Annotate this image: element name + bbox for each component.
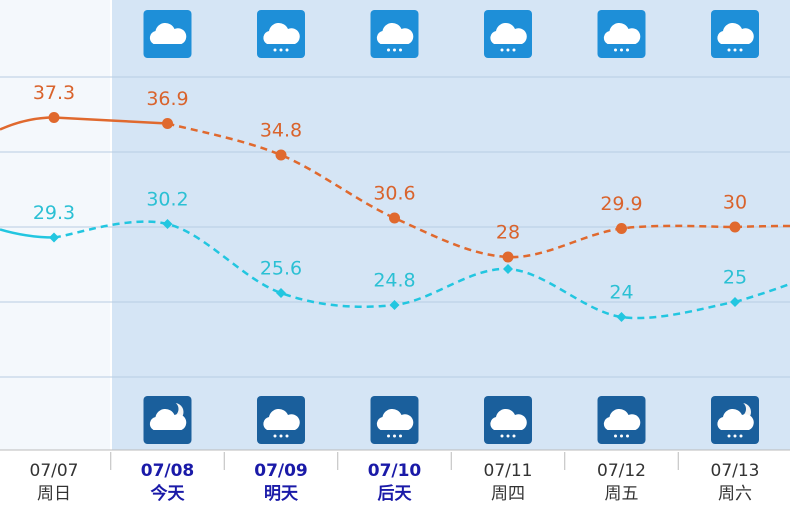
date-label: 07/13: [711, 461, 760, 481]
rain-drop: [733, 434, 737, 438]
low-point: [730, 297, 740, 307]
rain-drop: [500, 48, 504, 52]
date-label: 07/11: [484, 461, 533, 481]
rain-drop: [279, 434, 283, 438]
rain-drop: [285, 434, 289, 438]
date-label: 07/08: [141, 461, 195, 481]
dashed-line: [167, 122, 736, 259]
day-label: 明天: [264, 484, 299, 504]
rain-drop: [273, 434, 277, 438]
rain-drop: [393, 48, 396, 52]
date-label: 07/12: [597, 461, 646, 481]
lead-out: [734, 282, 790, 304]
cloud: [717, 22, 754, 44]
value-label: 36.9: [146, 88, 188, 110]
day-label: 周四: [491, 484, 525, 504]
rain-drop: [512, 48, 516, 52]
rain-drop: [399, 434, 402, 438]
low-point: [276, 288, 286, 298]
rain-drop: [620, 434, 623, 438]
cloud: [490, 22, 527, 44]
high-point: [48, 112, 60, 123]
rain-drop: [393, 434, 396, 438]
cloud: [263, 22, 300, 44]
value-label: 30.6: [373, 183, 415, 205]
rain-drop: [506, 434, 510, 438]
rain-drop: [626, 434, 629, 438]
low-point: [503, 264, 513, 274]
rain-drop: [506, 48, 510, 52]
rain-drop: [614, 48, 617, 52]
cloud: [376, 408, 414, 430]
value-label: 29.9: [600, 193, 642, 215]
cloud: [717, 408, 754, 430]
rain-drop: [626, 48, 629, 52]
day-label: 周六: [718, 484, 752, 504]
rain-drop: [727, 48, 731, 52]
high-point: [275, 149, 287, 161]
rain-drop: [620, 48, 623, 52]
low-point: [389, 300, 400, 310]
rain-drop: [500, 434, 504, 438]
high-point: [729, 221, 741, 233]
rain-drop: [285, 48, 289, 52]
day-label: 今天: [151, 483, 186, 504]
date-label: 07/07: [30, 461, 79, 481]
high-point: [162, 118, 173, 129]
value-label: 37.3: [33, 82, 75, 104]
cloud: [149, 408, 187, 430]
value-label: 30: [723, 192, 747, 214]
rain-drop: [387, 48, 390, 52]
rain-drop: [387, 434, 390, 438]
cloud: [149, 22, 187, 44]
value-label: 28: [496, 222, 520, 244]
cloud: [376, 22, 414, 44]
rain-drop: [614, 434, 617, 438]
low-point: [49, 232, 59, 243]
day-label: 后天: [378, 484, 413, 504]
high-point: [502, 251, 514, 263]
date-label: 07/10: [368, 461, 422, 481]
rain-drop: [739, 434, 743, 438]
rain-drop: [733, 48, 737, 52]
value-label: 34.8: [260, 120, 302, 142]
value-label: 25.6: [260, 258, 302, 280]
rain-drop: [739, 48, 743, 52]
high-point: [389, 212, 400, 224]
rain-drop: [273, 48, 277, 52]
rain-drop: [399, 48, 402, 52]
date-label: 07/09: [254, 461, 308, 481]
cloud: [490, 408, 527, 430]
rain-drop: [727, 434, 731, 438]
value-label: 30.2: [146, 189, 188, 211]
low-point: [162, 219, 173, 229]
high-point: [616, 223, 627, 234]
day-label: 周日: [37, 484, 71, 504]
value-label: 24: [609, 282, 633, 304]
cloud: [603, 22, 641, 44]
cloud: [263, 408, 300, 430]
value-label: 29.3: [33, 202, 75, 224]
cloud: [603, 408, 641, 430]
past-column: [0, 0, 110, 450]
day-label: 周五: [605, 484, 639, 504]
solid-line: [53, 116, 168, 125]
rain-drop: [512, 434, 516, 438]
low-point: [616, 312, 627, 322]
value-label: 25: [723, 267, 747, 289]
rain-drop: [279, 48, 283, 52]
value-label: 24.8: [373, 270, 415, 292]
